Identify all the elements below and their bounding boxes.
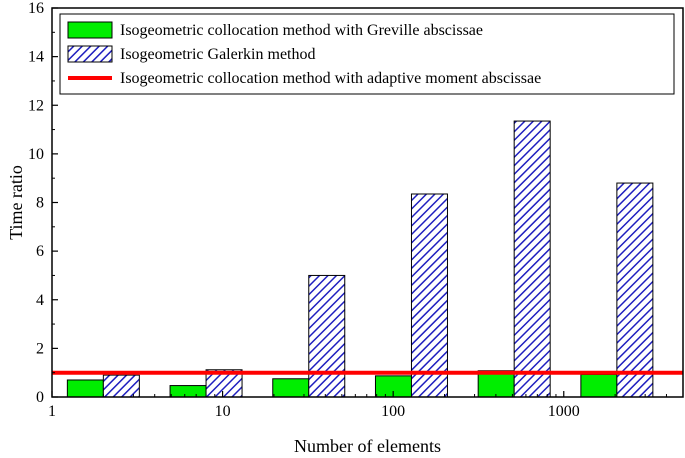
bar-greville [272, 378, 310, 398]
y-tick-label: 4 [36, 292, 44, 309]
legend-label: Isogeometric collocation method with Gre… [120, 22, 483, 39]
y-tick-label: 10 [28, 146, 44, 163]
y-tick-label: 16 [28, 0, 44, 17]
y-tick-label: 14 [28, 49, 44, 66]
y-axis-title: Time ratio [6, 165, 26, 240]
y-tick-label: 0 [36, 389, 44, 406]
bar-galerkin [616, 182, 654, 398]
y-tick-label: 8 [36, 195, 44, 212]
bar-greville [580, 373, 618, 398]
bar-greville [66, 379, 104, 398]
y-tick-label: 6 [36, 243, 44, 260]
bar-galerkin [308, 274, 346, 398]
bar-greville [169, 385, 207, 398]
axis-ticks: 0 2 4 6 8 10 12 14 16 1 10 100 1000 [28, 0, 684, 420]
legend-label: Isogeometric collocation method with ada… [120, 70, 541, 87]
legend: Isogeometric collocation method with Gre… [59, 13, 675, 95]
x-tick-label: 100 [381, 403, 405, 420]
legend-swatch-solid [67, 21, 113, 39]
x-tick-label: 10 [215, 403, 231, 420]
bar-galerkin [102, 374, 140, 398]
bar-galerkin [513, 120, 551, 398]
bars-layer [66, 120, 654, 398]
legend-box [59, 13, 675, 95]
legend-label: Isogeometric Galerkin method [120, 46, 316, 63]
x-tick-label: 1 [48, 403, 56, 420]
y-tick-label: 12 [28, 97, 44, 114]
legend-swatch-hatched [67, 45, 113, 63]
x-tick-label: 1000 [548, 403, 580, 420]
bar-galerkin [410, 193, 448, 398]
y-tick-label: 2 [36, 340, 44, 357]
x-axis-title: Number of elements [294, 436, 441, 456]
